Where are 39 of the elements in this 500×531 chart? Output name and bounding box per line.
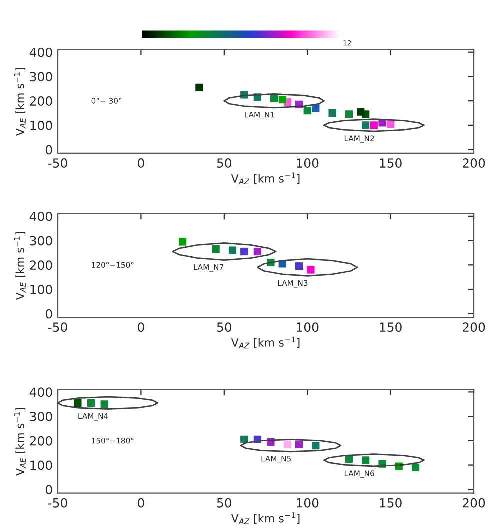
x-tick-label: 50 [217,498,232,508]
x-tick-label: -50 [48,498,68,508]
y-tick-label: 100 [30,120,52,130]
x-tick-label: 200 [462,322,486,332]
x-axis-title: V$_{AZ}$ [km s$^{−1}$] [231,172,300,185]
y-tick-label: 0 [46,309,52,319]
x-tick-label: -50 [48,158,68,168]
x-tick-label: 150 [380,498,402,508]
y-axis-title: V$_{AE}$ [km s$^{−1}$] [14,68,26,136]
x-tick-label: 150 [380,158,402,168]
x-tick-label: 50 [217,158,232,168]
x-tick-label: 0 [138,322,144,332]
x-axis-title: V$_{AZ}$ [km s$^{−1}$] [231,336,300,349]
x-tick-label: 100 [297,498,319,508]
x-tick-label: 50 [217,322,232,332]
y-tick-label: 400 [30,48,52,58]
x-tick-label: 0 [138,498,144,508]
y-tick-label: 200 [30,260,52,270]
y-tick-label: 300 [30,236,52,246]
y-tick-label: 0 [46,145,52,155]
x-tick-label: 100 [297,158,319,168]
y-tick-label: 0 [46,485,52,495]
y-axis-title: V$_{AE}$ [km s$^{−1}$] [14,232,26,300]
y-tick-label: 100 [30,460,52,470]
x-tick-label: 200 [462,158,486,168]
x-axis-title: V$_{AZ}$ [km s$^{−1}$] [231,512,300,524]
x-tick-label: 200 [462,498,486,508]
x-tick-label: -50 [48,322,68,332]
y-tick-label: 400 [30,388,52,398]
y-tick-label: 200 [30,96,52,106]
y-tick-label: 100 [30,284,52,294]
y-tick-label: 400 [30,212,52,222]
y-tick-label: 300 [30,412,52,422]
x-tick-label: 150 [380,322,402,332]
x-tick-label: 100 [297,322,319,332]
y-axis-title: V$_{AE}$ [km s$^{−1}$] [14,408,26,476]
y-tick-label: 200 [30,436,52,446]
y-tick-label: 300 [30,72,52,82]
x-tick-label: 0 [138,158,144,168]
